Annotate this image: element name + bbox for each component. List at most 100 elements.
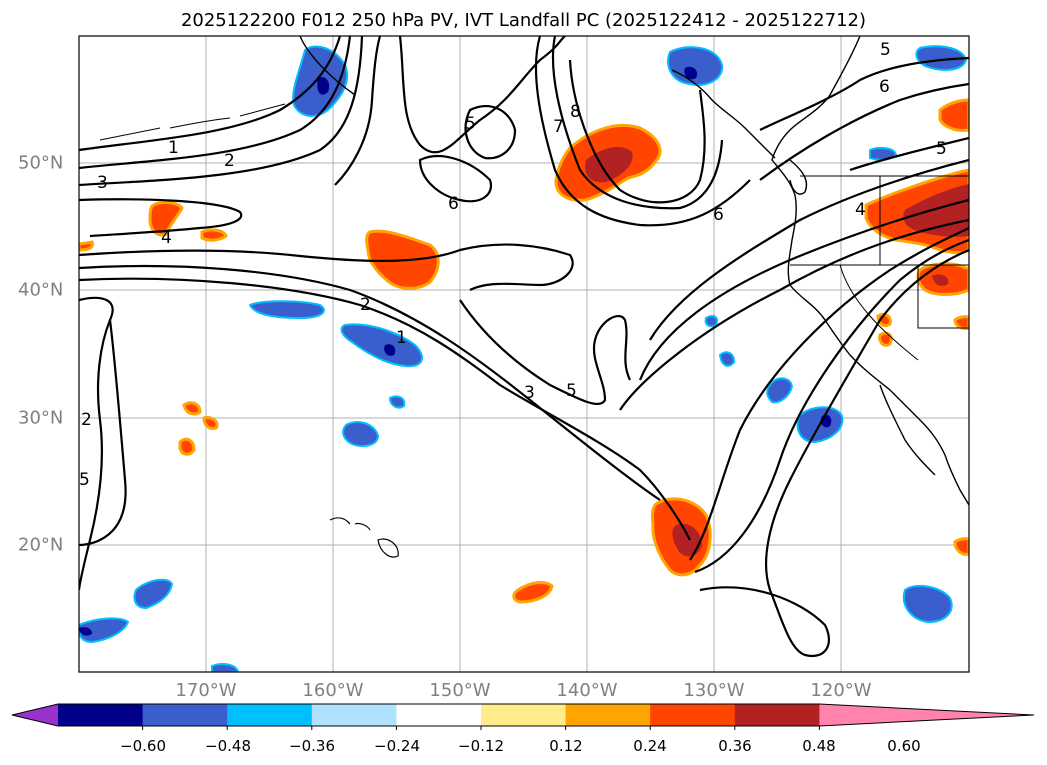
aleutians bbox=[169, 117, 231, 129]
longitude-label-120w: 120°W bbox=[810, 680, 872, 701]
contour-label: 5 bbox=[936, 139, 947, 159]
colorbar-segment bbox=[565, 704, 651, 726]
longitude-label-150w: 150°W bbox=[429, 680, 491, 701]
orange-blob bbox=[878, 331, 893, 347]
colorbar-tick-label: 0.60 bbox=[887, 737, 921, 755]
colorbar-tick-label: −0.48 bbox=[205, 737, 251, 755]
contour-label: 4 bbox=[855, 200, 866, 220]
colorbar-tick-label: −0.36 bbox=[289, 737, 335, 755]
colorbar-segment bbox=[58, 704, 144, 726]
blue-blob bbox=[902, 584, 953, 624]
blue-blob bbox=[766, 377, 794, 404]
pv-contour-1 bbox=[79, 36, 342, 152]
contour-label: 1 bbox=[396, 328, 407, 348]
colorbar-segment bbox=[734, 704, 820, 726]
pv-contour-18 bbox=[649, 158, 969, 341]
colorbar-segment bbox=[650, 704, 736, 726]
pv-contour-23 bbox=[699, 248, 969, 658]
latitude-label-50n: 50°N bbox=[18, 152, 64, 174]
blue-blob bbox=[704, 315, 718, 328]
pv-contour-20 bbox=[619, 218, 969, 411]
colorbar-tick-label: 0.36 bbox=[718, 737, 752, 755]
colorbar-tick-label: −0.24 bbox=[374, 737, 420, 755]
map-frame bbox=[78, 35, 970, 673]
blue-blob bbox=[79, 617, 130, 644]
pv-contour-3 bbox=[79, 36, 364, 187]
pv-contours bbox=[79, 36, 969, 658]
colorbar-segment bbox=[142, 704, 228, 726]
pv-contour-4 bbox=[79, 198, 243, 238]
contour-label: 2 bbox=[360, 295, 371, 315]
blue-blob bbox=[211, 663, 240, 672]
contour-label: 1 bbox=[168, 138, 179, 158]
colorbar-tick-label: 0.12 bbox=[549, 737, 583, 755]
contour-label: 6 bbox=[713, 205, 724, 225]
blue-blob bbox=[133, 578, 174, 610]
blue-blob bbox=[248, 300, 325, 320]
pv-contour-9 bbox=[534, 36, 751, 227]
pv-contour-13 bbox=[79, 264, 661, 501]
vancouver-island bbox=[789, 159, 808, 195]
colorbar-segment bbox=[396, 704, 482, 726]
pv-contour-6 bbox=[398, 36, 566, 154]
pv-contour-14 bbox=[79, 277, 691, 541]
red-blob bbox=[932, 274, 949, 286]
blue-blob bbox=[388, 395, 406, 409]
darkblue-blob bbox=[384, 344, 396, 356]
darkblue-blob bbox=[317, 76, 330, 95]
pv-contour-15 bbox=[459, 299, 631, 405]
pv-contour-22 bbox=[694, 238, 969, 574]
pv-contour-11 bbox=[568, 59, 706, 204]
contour-label: 5 bbox=[566, 381, 577, 401]
pv-contour-19 bbox=[638, 198, 969, 381]
contour-label: 7 bbox=[553, 117, 564, 137]
pv-contour-26 bbox=[849, 136, 969, 172]
pv-contour-24 bbox=[759, 56, 969, 131]
longitude-label-130w: 130°W bbox=[683, 680, 745, 701]
pv-contour-5 bbox=[334, 36, 382, 186]
pv-contour-25 bbox=[759, 82, 969, 181]
contour-label: 5 bbox=[880, 40, 891, 60]
map-title: 2025122200 F012 250 hPa PV, IVT Landfall… bbox=[180, 10, 867, 31]
contour-label: 3 bbox=[97, 173, 108, 193]
contour-label: 2 bbox=[81, 410, 92, 430]
pv-contour-8 bbox=[464, 105, 517, 160]
orange-blob bbox=[953, 315, 969, 330]
blue-blob bbox=[667, 46, 724, 86]
orange-blob bbox=[182, 401, 202, 416]
colorbar-tick-label: 0.48 bbox=[802, 737, 836, 755]
orange-blob bbox=[938, 98, 969, 132]
baja-coast bbox=[879, 384, 936, 476]
contour-label: 6 bbox=[879, 77, 890, 97]
colorbar-tick-label: −0.60 bbox=[120, 737, 166, 755]
aleutians bbox=[99, 127, 161, 141]
blue-blob bbox=[718, 351, 736, 367]
colorbar-segment bbox=[311, 704, 397, 726]
colorbar-outline bbox=[11, 703, 1035, 727]
colorbar bbox=[11, 703, 1035, 730]
alaska-panhandle bbox=[671, 69, 776, 159]
blue-blob bbox=[869, 146, 898, 161]
orange-blob bbox=[79, 240, 94, 252]
orange-blob bbox=[512, 581, 554, 604]
pv-contour-7 bbox=[418, 155, 493, 203]
orange-blob bbox=[200, 228, 228, 242]
pv-contour-17 bbox=[79, 319, 127, 547]
pv-contour-10 bbox=[551, 36, 724, 210]
hawaii bbox=[354, 522, 371, 531]
darkblue-blob bbox=[79, 627, 92, 636]
state-border bbox=[917, 265, 969, 329]
latitude-label-20n: 20°N bbox=[18, 534, 64, 556]
blue-blob bbox=[340, 323, 424, 368]
colorbar-segment bbox=[481, 704, 567, 726]
orange-blob bbox=[148, 200, 184, 237]
map-background bbox=[79, 36, 969, 672]
contour-label: 5 bbox=[465, 114, 476, 134]
blue-blob bbox=[342, 421, 380, 447]
pv-contour-21 bbox=[689, 227, 969, 561]
hawaii bbox=[329, 517, 351, 525]
orange-blob bbox=[202, 416, 219, 430]
hawaii bbox=[377, 538, 399, 558]
darkblue-blob bbox=[684, 66, 698, 80]
